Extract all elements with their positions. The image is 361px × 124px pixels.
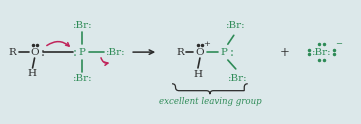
Text: R: R [9,48,17,57]
Text: :Br:: :Br: [73,74,92,83]
Text: O: O [196,48,204,57]
Text: :: : [40,46,44,59]
Text: H: H [27,69,36,78]
Text: :Br:: :Br: [105,48,125,57]
Text: +: + [204,40,210,48]
Text: P: P [221,48,227,57]
Text: excellent leaving group: excellent leaving group [158,97,261,106]
Text: :: : [73,46,77,59]
Text: +: + [280,46,290,59]
Text: −: − [335,40,342,48]
Text: P: P [79,48,86,57]
Text: :Br:: :Br: [312,48,331,57]
Text: :Br:: :Br: [228,74,248,83]
Text: H: H [193,70,203,79]
Text: :Br:: :Br: [73,21,92,30]
Text: :: : [230,46,234,59]
Text: R: R [176,48,184,57]
Text: :Br:: :Br: [226,21,245,30]
Text: O: O [30,48,39,57]
